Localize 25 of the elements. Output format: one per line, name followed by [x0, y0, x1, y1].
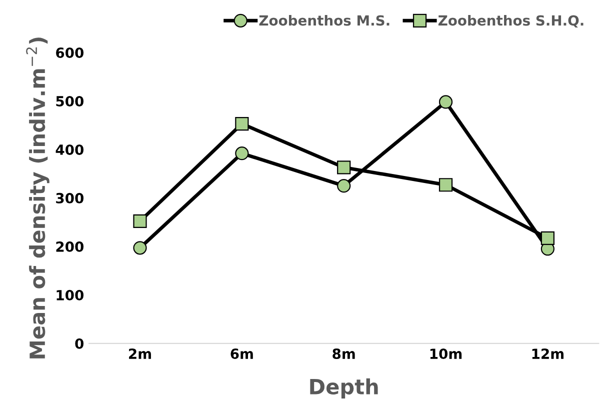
point — [235, 146, 249, 160]
y-tick-label: 300 — [56, 192, 84, 204]
point — [133, 214, 147, 228]
y-tick-label: 100 — [56, 290, 84, 300]
x-tick-label: 12m — [532, 348, 564, 359]
point — [235, 116, 249, 131]
point — [337, 160, 351, 174]
x-axis-title: Depth — [310, 378, 378, 399]
legend-label: Zoobenthos S.H.Q. — [438, 14, 584, 28]
y-tick-label: 600 — [56, 47, 84, 58]
point — [540, 231, 554, 246]
x-tick-label: 8m — [332, 348, 355, 360]
point — [337, 179, 351, 193]
x-tick-label: 6m — [230, 348, 253, 360]
x-tick-label: 2m — [129, 348, 151, 359]
x-tick-label: 10m — [430, 348, 462, 360]
y-axis-title: Mean of density (indiv.m$^{−2}$) — [26, 38, 50, 358]
point — [133, 241, 147, 255]
y-tick-label: 500 — [56, 96, 84, 106]
point — [438, 95, 453, 109]
y-tick-label: 0 — [75, 338, 84, 349]
point — [438, 178, 453, 192]
legend-label: Zoobenthos M.S. — [259, 14, 390, 26]
y-tick-label: 200 — [56, 241, 84, 252]
y-tick-label: 400 — [56, 144, 84, 155]
